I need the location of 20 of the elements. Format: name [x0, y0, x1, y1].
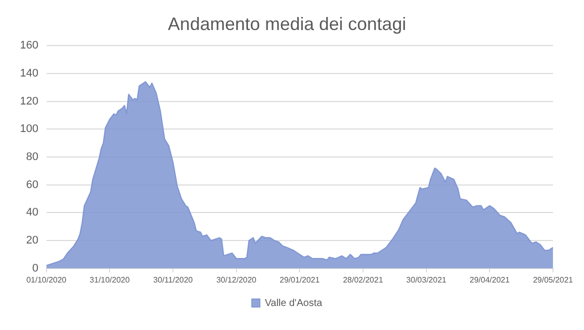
y-tick-label: 100: [20, 123, 38, 136]
x-tick-label: 28/02/2021: [342, 275, 384, 284]
x-tick-label: 29/04/2021: [470, 275, 510, 284]
y-tick-label: 40: [26, 206, 38, 219]
x-tick-label: 30/12/2020: [216, 275, 257, 284]
chart-title: Andamento media dei contagi: [168, 14, 406, 34]
x-tick-label: 31/10/2020: [90, 275, 130, 284]
y-tick-label: 80: [26, 151, 38, 164]
y-tick-label: 60: [26, 178, 38, 191]
x-tick-label: 29/01/2021: [280, 275, 320, 284]
x-tick-label: 30/11/2020: [153, 275, 194, 284]
y-tick-label: 120: [20, 95, 38, 108]
y-tick-label: 20: [26, 234, 38, 247]
y-tick-label: 0: [32, 262, 38, 274]
y-tick-label: 160: [20, 40, 38, 52]
legend-label: Valle d'Aosta: [264, 298, 323, 309]
x-tick-label: 29/05/2021: [532, 275, 574, 284]
x-tick-label: 01/10/2020: [26, 275, 67, 284]
y-tick-label: 140: [20, 67, 38, 80]
x-tick-label: 30/03/2021: [406, 275, 447, 284]
